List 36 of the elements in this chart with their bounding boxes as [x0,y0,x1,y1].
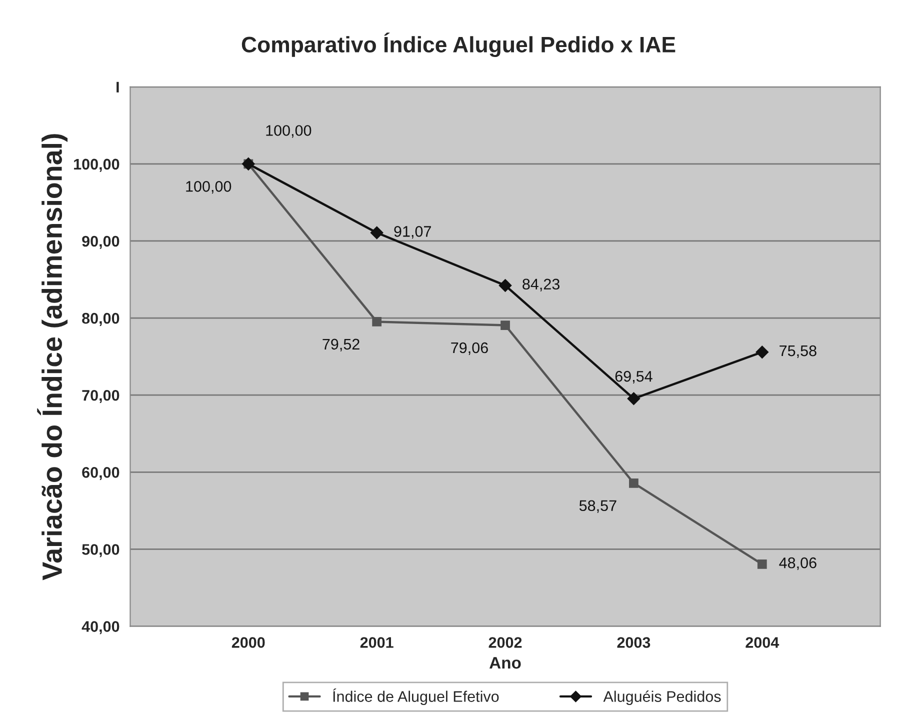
data-label: 75,58 [780,345,816,358]
point [370,226,384,240]
point [629,478,638,488]
x-tick-label: 2003 [617,637,650,648]
data-label: 100,00 [186,181,232,194]
point [372,317,382,326]
data-label: 79,06 [451,342,488,355]
point [498,279,512,292]
point [627,392,640,406]
data-label: 79,52 [322,338,360,352]
x-tick-label: 2002 [488,637,522,648]
y-tick-label: 100,00 [74,158,120,172]
data-label: 69,54 [615,370,652,384]
y-tick-label: 40,00 [82,621,120,634]
x-tick-label: 2000 [232,637,265,648]
data-label: 48,06 [779,557,816,570]
legend-label: Índice de Aluguel Efetivo [333,688,499,705]
y-tick-label: 80,00 [82,312,120,326]
y-tick-label: 70,00 [82,390,120,403]
y-tick-label: I [116,82,119,92]
data-label: 100,00 [266,125,312,138]
chart-title: Comparativo Índice Aluguel Pedido x IAE [242,32,676,57]
x-tick-label: 2004 [746,637,780,648]
point [756,346,769,359]
y-axis-title: Variacão do Índice (adimensional) [37,134,68,580]
x-axis-title: Ano [489,657,521,669]
point [757,559,767,569]
y-tick-label: 60,00 [82,467,120,480]
legend-label: Aluguéis Pedidos [603,690,721,705]
data-label: 84,23 [522,278,560,292]
point [500,320,510,330]
y-tick-label: 90,00 [82,236,120,249]
x-tick-label: 2001 [360,637,394,648]
data-label: 91,07 [394,226,431,239]
y-tick-label: 50,00 [82,544,120,558]
data-label: 58,57 [579,500,616,513]
